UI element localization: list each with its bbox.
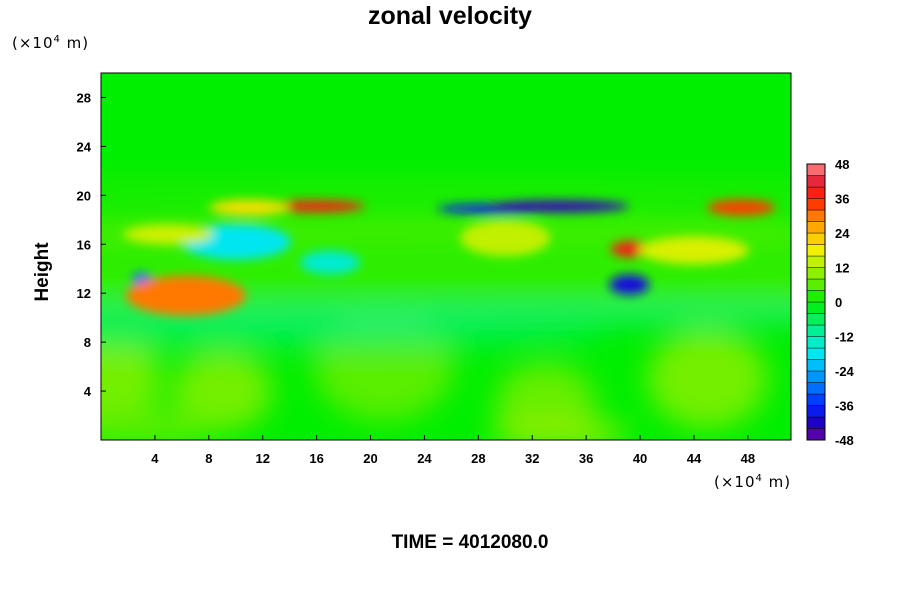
colorbar-step: [806, 163, 826, 176]
colorbar-step: [806, 267, 826, 280]
colorbar-step: [806, 370, 826, 383]
colorbar-step: [806, 232, 826, 245]
colorbar-step: [806, 336, 826, 349]
colorbar-step: [806, 347, 826, 360]
x-tick-label: 4: [151, 451, 159, 466]
time-label: TIME = 4012080.0: [391, 532, 549, 553]
x-tick-label: 40: [633, 451, 647, 466]
colorbar-step: [806, 198, 826, 211]
colorbar-step: [806, 428, 826, 441]
chart-title: zonal velocity: [368, 2, 532, 30]
heatmap-feature: [460, 220, 551, 257]
x-tick-label: 16: [309, 451, 323, 466]
colorbar-step: [806, 313, 826, 326]
x-tick-label: 8: [205, 451, 212, 466]
colorbar-step: [806, 301, 826, 314]
colorbar: 48 36 24 12 0 -12 -24 -36 -48: [806, 157, 855, 448]
colorbar-step: [806, 221, 826, 234]
colorbar-tick-label: 48: [835, 157, 849, 172]
plot-area: [101, 73, 791, 440]
colorbar-step: [806, 278, 826, 291]
colorbar-tick-label: -12: [835, 330, 854, 345]
x-axis-unit: (×104 m): [714, 473, 792, 491]
heatmap-feature: [609, 274, 650, 295]
heatmap-feature: [300, 250, 361, 275]
colorbar-step: [806, 175, 826, 188]
heatmap-feature: [125, 275, 246, 316]
x-tick-label: 32: [525, 451, 539, 466]
colorbar-step: [806, 382, 826, 395]
heatmap-feature: [707, 199, 776, 216]
x-tick-label: 48: [741, 451, 755, 466]
colorbar-tick-label: -36: [835, 399, 854, 414]
colorbar-tick-label: -48: [835, 433, 854, 448]
y-tick-label: 20: [77, 188, 91, 203]
x-tick-label: 28: [471, 451, 485, 466]
y-tick-label: 8: [84, 335, 91, 350]
heatmap-feature: [638, 236, 749, 265]
colorbar-tick-label: -24: [835, 364, 855, 379]
x-tick-label: 20: [363, 451, 377, 466]
colorbar-frame: [806, 163, 826, 441]
y-axis-unit: (×104 m): [12, 34, 90, 52]
heatmap-feature: [268, 200, 365, 213]
colorbar-tick-label: 0: [835, 295, 842, 310]
y-tick-label: 12: [77, 286, 91, 301]
x-tick-label: 24: [417, 451, 432, 466]
colorbar-step: [806, 324, 826, 337]
y-tick-label: 28: [77, 90, 91, 105]
x-tick-label: 12: [255, 451, 269, 466]
x-tick-label: 36: [579, 451, 593, 466]
colorbar-tick-label: 24: [835, 226, 850, 241]
heatmap-feature: [123, 224, 214, 245]
colorbar-tick-label: 12: [835, 261, 849, 276]
heatmap-feature: [489, 200, 630, 213]
heatmap-feature: [209, 199, 290, 216]
colorbar-step: [806, 255, 826, 268]
colorbar-step: [806, 244, 826, 257]
plot-frame: [100, 72, 792, 441]
y-tick-label: 4: [84, 384, 92, 399]
x-tick-label: 44: [687, 451, 702, 466]
colorbar-step: [806, 209, 826, 222]
y-tick-label: 16: [77, 237, 91, 252]
colorbar-step: [806, 405, 826, 418]
colorbar-tick-label: 36: [835, 192, 849, 207]
y-tick-label: 24: [77, 139, 92, 154]
colorbar-step: [806, 359, 826, 372]
colorbar-step: [806, 290, 826, 303]
colorbar-step: [806, 393, 826, 406]
colorbar-step: [806, 416, 826, 429]
colorbar-step: [806, 186, 826, 199]
heatmap-features: [123, 199, 776, 316]
